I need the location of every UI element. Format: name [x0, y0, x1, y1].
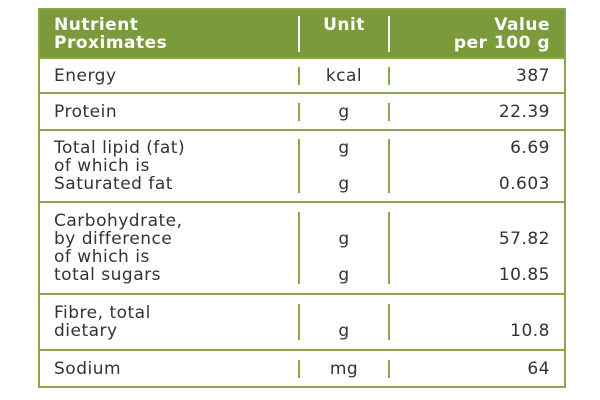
table-row: Fibre, total dietary g 10.8	[40, 293, 564, 349]
value-text: 57.82	[498, 229, 550, 249]
value-text: 22.39	[498, 101, 550, 122]
name-text: of which is	[54, 247, 150, 267]
name-cell: Fibre, total dietary	[40, 304, 300, 340]
header-text: per 100 g	[453, 32, 550, 53]
unit-text: g	[338, 265, 350, 285]
header-row: Nutrient Proximates Unit Value per 100 g	[40, 10, 564, 57]
value-cell: 22.39	[390, 103, 564, 121]
name-cell: Sodium	[40, 358, 300, 379]
value-text: 10.8	[510, 321, 550, 341]
unit-cell: kcal	[300, 65, 390, 86]
table-row: Energy kcal 387	[40, 57, 564, 92]
value-cell: 6.69 0.603	[390, 139, 564, 193]
table-row: Carbohydrate, by difference of which is tot…	[40, 201, 564, 293]
unit-text: kcal	[325, 65, 363, 86]
name-text: Carbohydrate,	[54, 211, 183, 231]
value-text	[390, 157, 550, 175]
header-text: Proximates	[54, 32, 168, 53]
unit-text: g	[338, 174, 350, 194]
name-cell: Carbohydrate, by difference of which is tot…	[40, 212, 300, 284]
unit-text	[300, 212, 388, 230]
value-cell: 10.8	[390, 304, 564, 340]
name-text: by difference	[54, 229, 173, 249]
unit-text: g	[338, 229, 350, 249]
value-text: 10.85	[498, 265, 550, 285]
name-text: Total lipid (fat)	[54, 138, 186, 158]
value-text	[390, 304, 550, 322]
unit-cell: mg	[300, 358, 390, 379]
value-cell: 387	[390, 67, 564, 85]
header-cell: Unit	[300, 14, 390, 52]
value-cell: 64	[390, 360, 564, 378]
table-row: Total lipid (fat) of which is Saturated fa…	[40, 129, 564, 201]
name-text: Energy	[54, 65, 117, 86]
value-text	[390, 248, 550, 266]
value-text: 387	[516, 65, 550, 86]
unit-text: g	[338, 321, 350, 341]
nutrient-table: Nutrient Proximates Unit Value per 100 g Ener…	[38, 8, 566, 388]
header-text: Nutrient	[54, 14, 139, 35]
name-text: Saturated fat	[54, 174, 173, 194]
name-text: dietary	[54, 321, 118, 341]
name-text: Fibre, total	[54, 303, 151, 323]
unit-text	[300, 157, 388, 175]
table-row: Sodium mg 64	[40, 349, 564, 386]
unit-text: g	[338, 138, 350, 158]
unit-text: mg	[329, 358, 359, 379]
name-text: total sugars	[54, 265, 161, 285]
name-text: of which is	[54, 156, 150, 176]
value-cell: 57.82 10.85	[390, 212, 564, 284]
unit-text: g	[338, 101, 350, 122]
unit-cell: g	[300, 101, 390, 122]
value-text	[390, 212, 550, 230]
value-text: 64	[527, 358, 550, 379]
header-cell: Nutrient Proximates	[40, 14, 300, 53]
value-text: 6.69	[510, 138, 550, 158]
unit-text	[300, 248, 388, 266]
header-text: Unit	[323, 14, 365, 35]
header-text: Value	[494, 14, 550, 35]
table-row: Protein g 22.39	[40, 92, 564, 129]
name-cell: Protein	[40, 101, 300, 122]
unit-cell: g	[300, 304, 390, 340]
name-text: Protein	[54, 101, 118, 122]
name-cell: Total lipid (fat) of which is Saturated fa…	[40, 139, 300, 193]
name-cell: Energy	[40, 65, 300, 86]
header-cell: Value per 100 g	[390, 16, 564, 52]
unit-text	[300, 304, 388, 322]
name-text: Sodium	[54, 358, 122, 379]
value-text: 0.603	[498, 174, 550, 194]
